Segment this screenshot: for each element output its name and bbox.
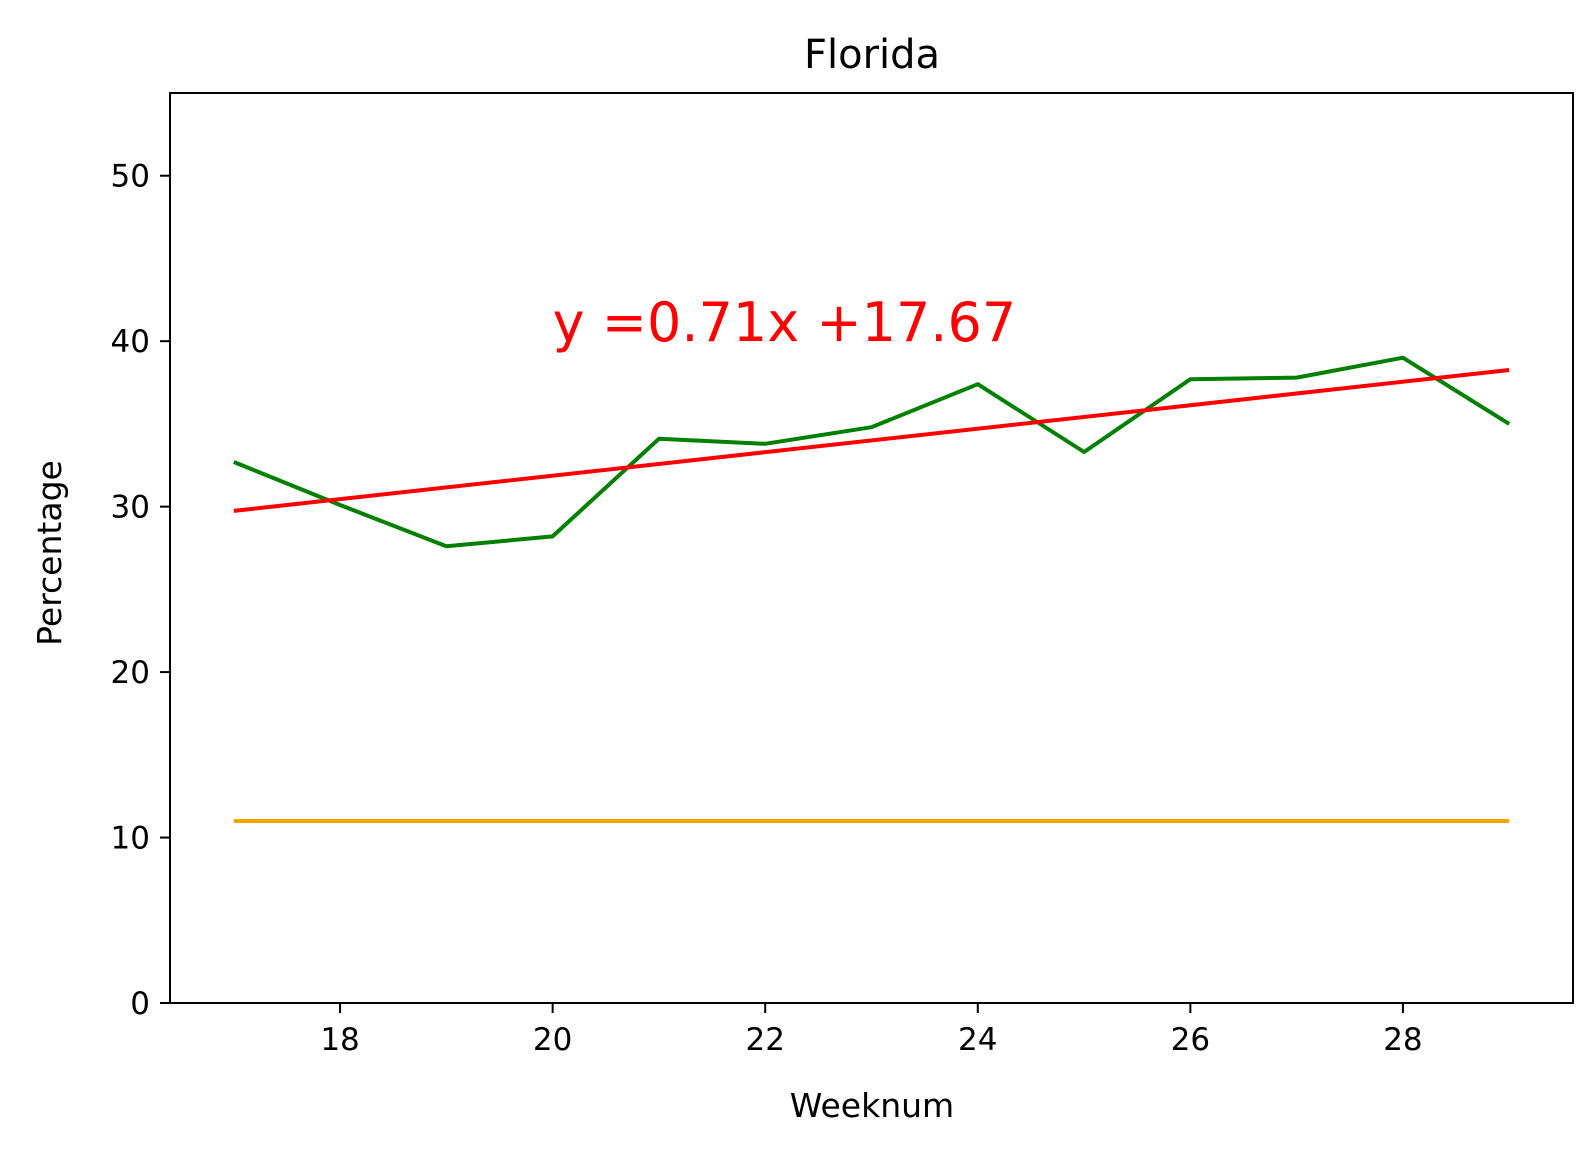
- x-axis: 18 20 22 24 26 28: [320, 1003, 1423, 1058]
- x-tick-label: 18: [320, 1022, 359, 1058]
- series-layer: [233, 355, 1511, 823]
- x-tick-label: 24: [958, 1022, 997, 1058]
- x-axis-label: Weeknum: [790, 1086, 954, 1125]
- y-tick-label: 20: [111, 655, 150, 691]
- y-axis-label: Percentage: [30, 460, 69, 646]
- x-tick-label: 22: [745, 1022, 784, 1058]
- plot-frame: [169, 92, 1574, 1004]
- x-tick-label: 20: [533, 1022, 572, 1058]
- series-line-2: [233, 368, 1510, 513]
- chart-title: Florida: [804, 32, 940, 78]
- series-line-1: [233, 355, 1511, 549]
- y-tick-label: 40: [111, 324, 150, 360]
- y-tick-label: 10: [111, 821, 150, 857]
- y-tick-label: 0: [130, 986, 150, 1022]
- y-tick-label: 50: [111, 159, 150, 195]
- x-tick-label: 26: [1171, 1022, 1210, 1058]
- y-tick-label: 30: [111, 490, 150, 526]
- fit-equation-annotation: y =0.71x +17.67: [553, 291, 1017, 354]
- x-tick-label: 28: [1383, 1022, 1422, 1058]
- y-axis: 0 10 20 30 40 50: [111, 159, 170, 1022]
